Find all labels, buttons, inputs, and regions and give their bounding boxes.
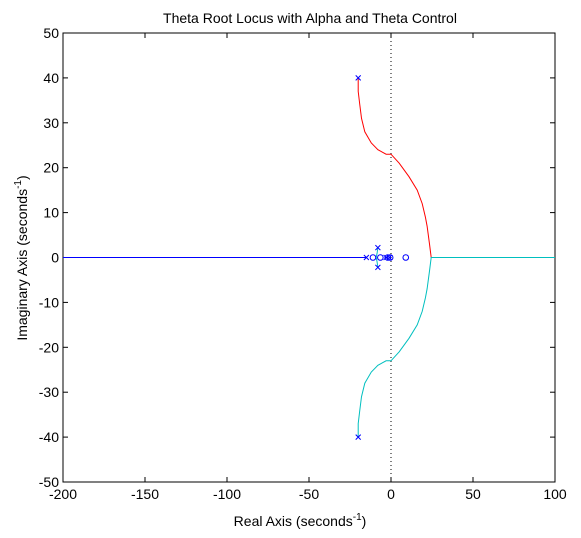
- pole-marker: [355, 75, 362, 81]
- chart-title: Theta Root Locus with Alpha and Theta Co…: [163, 10, 457, 26]
- y-axis-label-exponent: -1: [13, 180, 24, 189]
- zero-marker: [386, 254, 394, 261]
- x-tick-label: 50: [465, 486, 481, 502]
- x-tick-label: -200: [49, 486, 77, 502]
- y-tick-label: 40: [43, 70, 59, 86]
- pole-marker: [375, 264, 381, 271]
- pole-marker: [355, 434, 362, 440]
- locus-branch: [375, 257, 379, 268]
- y-tick-label: -40: [39, 429, 59, 445]
- x-tick-label: -150: [131, 486, 159, 502]
- y-axis-label-close: ): [14, 175, 30, 180]
- y-tick-label: 10: [43, 205, 59, 221]
- pole-zero-markers-layer: [355, 75, 410, 440]
- x-tick-label: 100: [543, 486, 567, 502]
- zero-marker: [402, 254, 410, 261]
- locus-series-layer: [63, 77, 555, 438]
- y-tick-label: 20: [43, 160, 59, 176]
- y-tick-label: 0: [51, 250, 59, 266]
- x-tick-label: -100: [213, 486, 241, 502]
- x-tick-label: -50: [299, 486, 319, 502]
- x-axis-label-exponent: -1: [353, 512, 362, 523]
- pole-marker: [363, 254, 370, 261]
- y-axis-label: Imaginary Axis (seconds-1): [13, 175, 30, 340]
- x-axis-label-text: Real Axis (seconds: [234, 513, 353, 529]
- locus-branch: [357, 257, 555, 438]
- zero-marker: [377, 254, 384, 261]
- pole-marker: [375, 244, 381, 251]
- x-axis-label: Real Axis (seconds-1): [234, 512, 367, 529]
- y-tick-label: -10: [39, 294, 59, 310]
- y-tick-label: 30: [43, 115, 59, 131]
- y-tick-label: -30: [39, 384, 59, 400]
- x-tick-label: 0: [387, 486, 395, 502]
- y-tick-label: 50: [43, 25, 59, 41]
- y-axis-label-text: Imaginary Axis (seconds: [14, 189, 30, 341]
- locus-branch: [375, 247, 379, 258]
- zero-marker: [384, 254, 392, 261]
- zero-marker: [369, 254, 377, 261]
- x-axis-label-close: ): [362, 513, 367, 529]
- locus-branch: [357, 77, 555, 258]
- y-tick-label: -50: [39, 474, 59, 490]
- ticks-group: -200 -150 -100 -50 0 50 100-50-40-30-20-100102…: [39, 25, 567, 502]
- y-tick-label: -20: [39, 339, 59, 355]
